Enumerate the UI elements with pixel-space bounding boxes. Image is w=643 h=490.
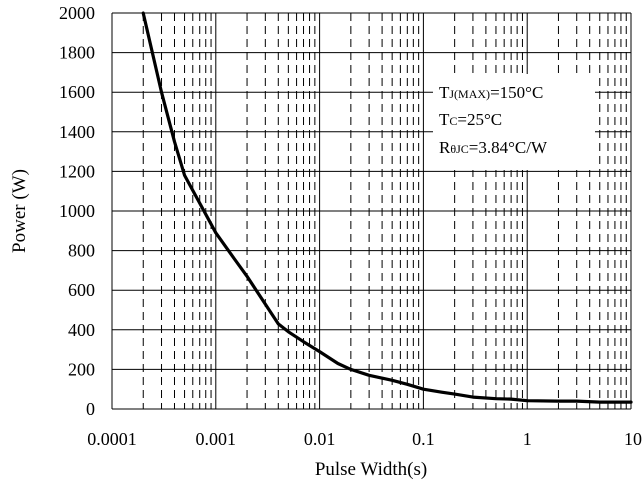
x-tick-labels: 0.0001 0.001 0.01 0.1 1 10 [87,429,642,449]
y-tick-label: 800 [68,241,95,261]
annotation-subscript: J(MAX) [449,87,490,101]
annotation-line: RθJC=3.84°C/W [439,138,548,157]
annotation-line: TC=25°C [439,110,502,129]
x-tick-label: 0.001 [196,429,237,449]
annotation-value: =3.84°C/W [469,138,548,157]
annotation-line: TJ(MAX)=150°C [439,83,543,102]
y-tick-label: 2000 [59,3,95,23]
annotation-value: =150°C [490,83,543,102]
y-tick-label: 1000 [59,201,95,221]
y-tick-label: 1200 [59,161,95,181]
annotation-value: =25°C [457,110,502,129]
annotation-symbol: T [439,110,450,129]
annotation-box [433,74,595,170]
annotation-subscript: C [449,114,457,128]
y-tick-label: 1400 [59,122,95,142]
y-tick-label: 1600 [59,82,95,102]
y-tick-label: 600 [68,280,95,300]
x-tick-label: 1 [523,429,532,449]
x-tick-label: 10 [624,429,642,449]
annotation-subscript: θJC [450,142,468,156]
x-tick-label: 0.01 [304,429,336,449]
y-tick-label: 200 [68,359,95,379]
y-tick-labels: 0 200 400 600 800 1000 1200 1400 1600 1800 2000 [59,3,95,419]
y-tick-label: 400 [68,320,95,340]
x-axis-title: Pulse Width(s) [315,459,427,480]
y-tick-label: 0 [86,399,95,419]
power-curve [141,11,633,404]
x-tick-label: 0.1 [412,429,435,449]
annotation-symbol: R [439,138,451,157]
annotation-symbol: T [439,83,450,102]
x-tick-label: 0.0001 [87,429,137,449]
y-axis-title: Power (W) [9,169,30,253]
y-tick-label: 1800 [59,43,95,63]
